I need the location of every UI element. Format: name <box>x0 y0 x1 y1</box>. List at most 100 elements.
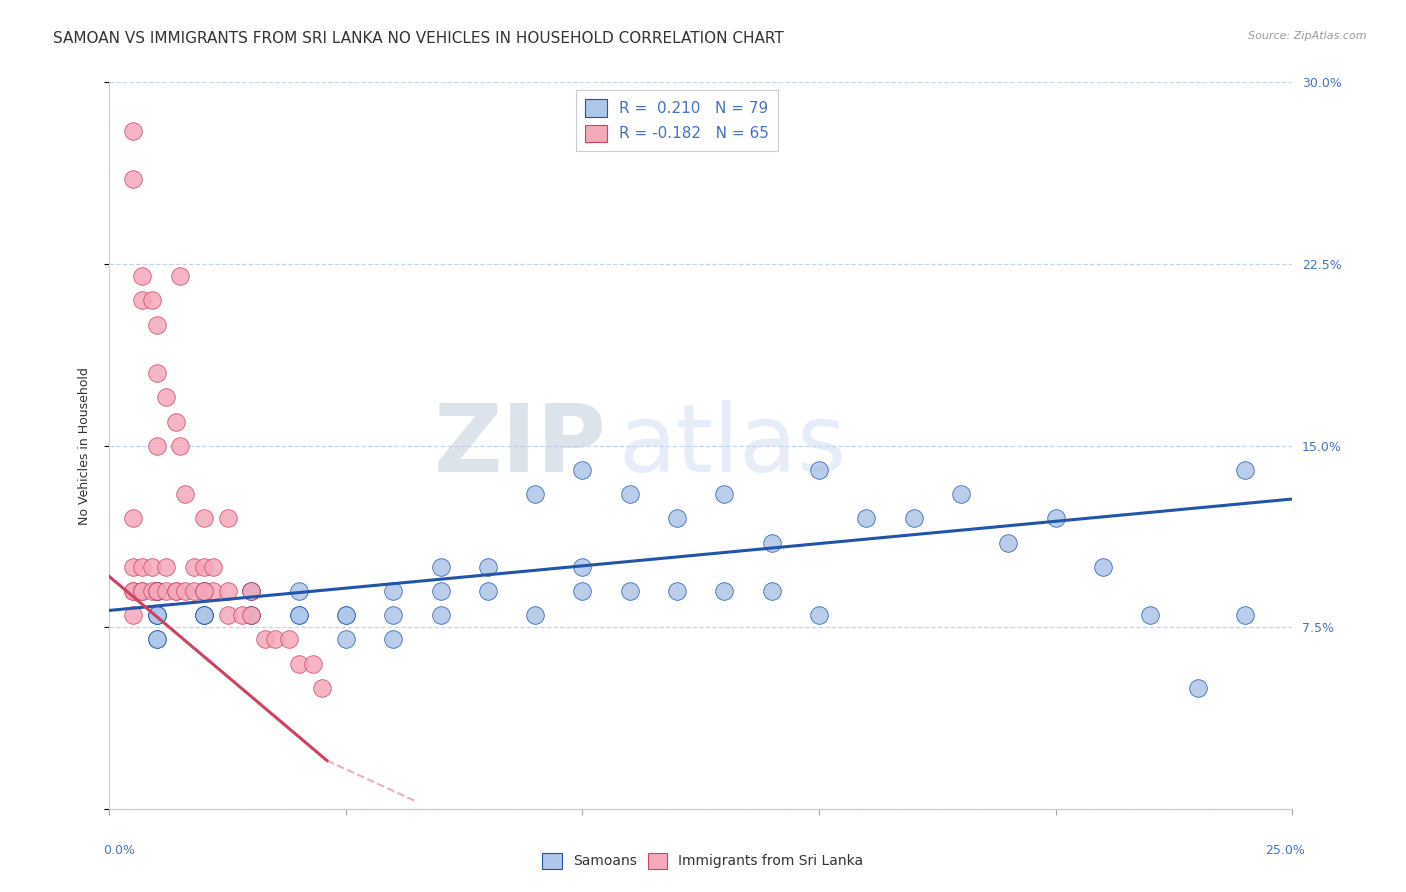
Point <box>122 172 145 186</box>
Point <box>165 584 187 599</box>
Point <box>287 584 309 599</box>
Legend: Samoans, Immigrants from Sri Lanka: Samoans, Immigrants from Sri Lanka <box>537 847 869 874</box>
Point <box>666 584 689 599</box>
Point <box>231 608 253 623</box>
Point <box>761 535 783 549</box>
Point <box>477 559 499 574</box>
Point <box>145 608 167 623</box>
Point <box>571 559 593 574</box>
Point <box>145 584 167 599</box>
Point <box>335 632 357 647</box>
Point <box>145 584 167 599</box>
Point <box>122 584 145 599</box>
Point <box>335 608 357 623</box>
Text: SAMOAN VS IMMIGRANTS FROM SRI LANKA NO VEHICLES IN HOUSEHOLD CORRELATION CHART: SAMOAN VS IMMIGRANTS FROM SRI LANKA NO V… <box>53 31 785 46</box>
Point <box>193 584 215 599</box>
Point <box>217 584 239 599</box>
Point <box>382 584 405 599</box>
Point <box>240 584 263 599</box>
Point <box>155 390 177 404</box>
Point <box>131 584 153 599</box>
Point <box>524 608 547 623</box>
Point <box>254 632 277 647</box>
Point <box>1139 608 1161 623</box>
Point <box>183 559 205 574</box>
Point <box>1091 559 1114 574</box>
Point <box>122 124 145 138</box>
Text: ZIP: ZIP <box>433 400 606 491</box>
Point <box>619 487 641 501</box>
Point <box>477 584 499 599</box>
Point <box>193 608 215 623</box>
Point <box>240 608 263 623</box>
Point <box>524 487 547 501</box>
Point <box>240 584 263 599</box>
Point <box>429 584 451 599</box>
Point <box>145 318 167 332</box>
Point <box>287 657 309 671</box>
Text: 25.0%: 25.0% <box>1265 844 1305 856</box>
Point <box>122 511 145 525</box>
Point <box>145 632 167 647</box>
Point <box>131 293 153 308</box>
Point <box>287 608 309 623</box>
Point <box>145 366 167 380</box>
Point <box>240 584 263 599</box>
Point <box>808 463 831 477</box>
Point <box>202 584 225 599</box>
Point <box>131 584 153 599</box>
Point <box>287 608 309 623</box>
Point <box>429 559 451 574</box>
Point <box>761 584 783 599</box>
Point <box>165 584 187 599</box>
Text: 0.0%: 0.0% <box>103 844 135 856</box>
Point <box>1045 511 1067 525</box>
Point <box>571 463 593 477</box>
Point <box>169 439 191 453</box>
Point <box>141 293 163 308</box>
Point <box>217 608 239 623</box>
Point <box>1233 608 1256 623</box>
Point <box>145 608 167 623</box>
Point <box>808 608 831 623</box>
Text: Source: ZipAtlas.com: Source: ZipAtlas.com <box>1249 31 1367 41</box>
Point <box>122 608 145 623</box>
Point <box>240 608 263 623</box>
Point <box>855 511 877 525</box>
Point <box>382 632 405 647</box>
Point <box>145 584 167 599</box>
Point <box>713 487 735 501</box>
Point <box>145 439 167 453</box>
Point <box>193 584 215 599</box>
Point <box>174 487 197 501</box>
Point <box>193 511 215 525</box>
Legend: R =  0.210   N = 79, R = -0.182   N = 65: R = 0.210 N = 79, R = -0.182 N = 65 <box>576 90 778 152</box>
Point <box>165 415 187 429</box>
Point <box>1233 463 1256 477</box>
Text: atlas: atlas <box>619 400 846 491</box>
Point <box>1187 681 1209 695</box>
Point <box>193 584 215 599</box>
Point <box>619 584 641 599</box>
Point <box>301 657 323 671</box>
Point <box>155 559 177 574</box>
Point <box>145 584 167 599</box>
Point <box>666 511 689 525</box>
Point <box>193 608 215 623</box>
Point <box>193 584 215 599</box>
Point <box>311 681 333 695</box>
Point <box>217 511 239 525</box>
Point <box>713 584 735 599</box>
Point <box>903 511 925 525</box>
Point <box>264 632 287 647</box>
Point <box>193 559 215 574</box>
Y-axis label: No Vehicles in Household: No Vehicles in Household <box>79 367 91 524</box>
Point <box>122 559 145 574</box>
Point <box>145 584 167 599</box>
Point <box>169 269 191 284</box>
Point <box>183 584 205 599</box>
Point <box>141 584 163 599</box>
Point <box>174 584 197 599</box>
Point <box>382 608 405 623</box>
Point <box>155 584 177 599</box>
